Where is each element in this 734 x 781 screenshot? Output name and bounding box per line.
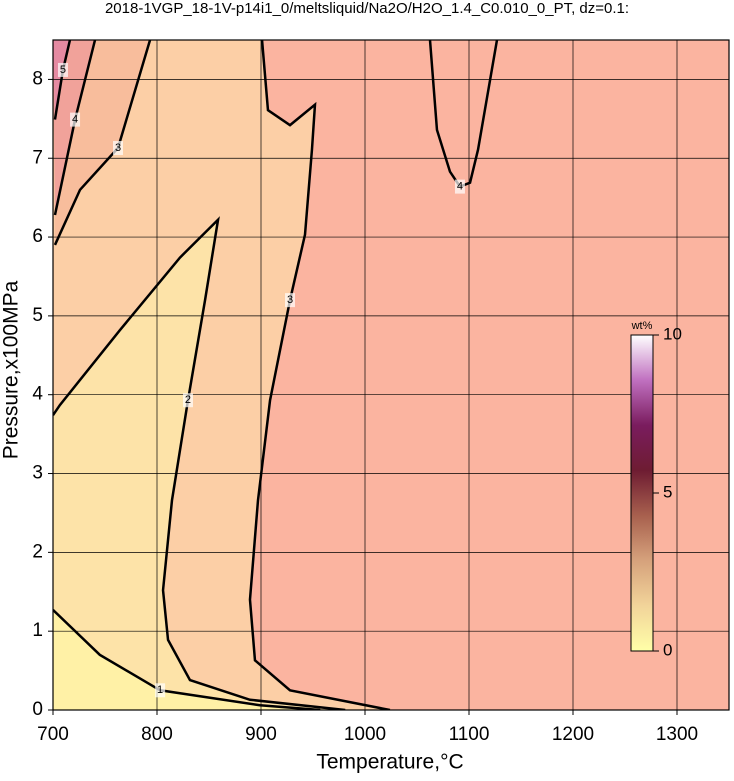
y-tick-label: 6	[32, 226, 43, 247]
contour-label-bg	[454, 179, 465, 194]
y-tick-label: 2	[32, 541, 43, 562]
colorbar-tick-label: 5	[663, 482, 672, 501]
y-tick-label: 0	[32, 699, 43, 720]
x-tick-label: 1000	[344, 724, 386, 745]
y-tick-label: 4	[32, 384, 43, 405]
colorbar-tick-label: 10	[663, 324, 682, 343]
contour-label: 3	[115, 142, 121, 154]
y-axis-label: Pressure,x100MPa	[0, 280, 23, 459]
y-tick-label: 7	[32, 147, 43, 168]
contour-line	[53, 40, 152, 246]
contour-label-bg	[70, 112, 81, 127]
y-tick-label: 5	[32, 305, 43, 326]
region-shade	[53, 219, 346, 710]
plot-frame	[52, 39, 730, 711]
x-tick-label: 1100	[449, 724, 490, 745]
contour-label-bg	[155, 683, 166, 698]
x-tick-label: 700	[37, 724, 69, 745]
y-tick-label: 1	[32, 620, 43, 641]
contour-label-bg	[57, 62, 68, 77]
x-axis-label: Temperature,°C	[316, 751, 463, 774]
colorbar-tick-label: 0	[663, 640, 672, 659]
x-tick-label: 1200	[552, 724, 594, 745]
y-tick-label: 3	[32, 463, 43, 484]
contour-label: 4	[72, 114, 78, 126]
region-shade	[53, 609, 321, 710]
x-tick-label: 900	[245, 724, 277, 745]
plot: 1 2 3 3 4 5 4	[53, 40, 729, 710]
contour-label: 4	[457, 181, 463, 193]
contour-label-bg	[113, 140, 123, 155]
x-tick-label: 800	[141, 724, 173, 745]
x-tick-label: 1300	[656, 724, 698, 745]
contour-label-bg	[182, 393, 193, 408]
colorbar	[630, 334, 654, 652]
chart-title: 2018-1VGP_18-1V-p14i1_0/meltsliquid/Na2O…	[105, 0, 629, 17]
contour-label: 3	[287, 294, 293, 306]
colorbar-label: wt%	[631, 320, 653, 332]
y-tick-label: 8	[32, 68, 43, 89]
contour-label: 2	[185, 394, 191, 406]
contour-label-bg	[285, 293, 296, 308]
contour-label: 5	[60, 64, 66, 76]
contour-label: 1	[157, 684, 163, 696]
